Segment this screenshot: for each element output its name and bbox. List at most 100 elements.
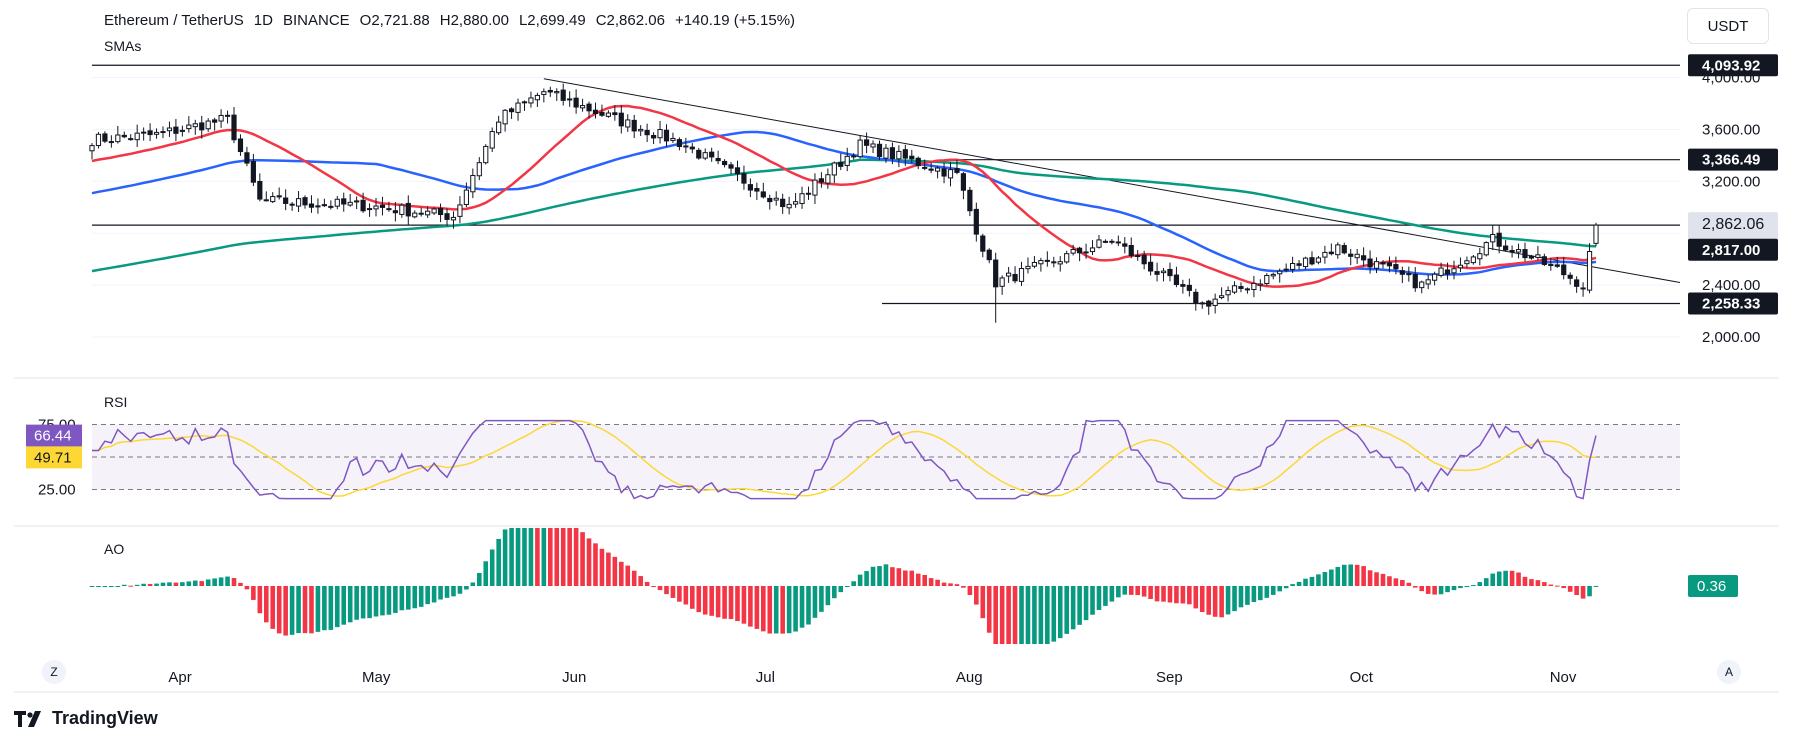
candle: [257, 173, 263, 202]
candle: [902, 144, 908, 166]
interval-label[interactable]: 1D: [253, 12, 273, 29]
candle: [1277, 268, 1283, 283]
candle-body-down: [257, 180, 263, 200]
ao-bar: [1290, 584, 1295, 586]
ao-bar: [1387, 576, 1392, 586]
candle-body-down: [922, 166, 928, 169]
rsi-title[interactable]: RSI: [104, 394, 128, 410]
candle: [1528, 254, 1535, 260]
candle-body-up: [1089, 247, 1096, 253]
candle-body-down: [1509, 249, 1515, 253]
candle: [915, 156, 921, 170]
candle: [283, 189, 289, 211]
symbol-name[interactable]: Ethereum / TetherUS: [104, 12, 244, 29]
ao-bar: [528, 528, 534, 586]
candle: [657, 120, 663, 144]
candle-body-up: [554, 91, 560, 94]
candle: [1160, 267, 1167, 282]
rsi-value-tag-bg: [26, 424, 82, 447]
candle: [237, 134, 244, 156]
candle: [1425, 274, 1431, 290]
ao-bar: [483, 561, 489, 586]
ao-bar: [1432, 586, 1437, 595]
candle-body-up: [1477, 253, 1483, 260]
candle: [1264, 273, 1270, 286]
candle: [521, 100, 528, 111]
ao-bar: [1109, 586, 1115, 602]
ao-bar: [715, 586, 721, 618]
ao-title[interactable]: AO: [104, 541, 125, 557]
candle-body-up: [1096, 239, 1102, 248]
ao-bar: [999, 586, 1005, 644]
time-axis-label: Aug: [956, 669, 983, 686]
candle-body-down: [1554, 264, 1560, 267]
candle: [141, 127, 147, 141]
candle: [1283, 263, 1289, 273]
candle-body-down: [941, 168, 947, 177]
candle: [1044, 251, 1050, 267]
ao-bar: [954, 584, 960, 586]
ao-bar: [612, 556, 618, 586]
candle: [857, 135, 863, 159]
candle: [773, 191, 779, 206]
ao-bar: [1096, 586, 1102, 610]
candle-body-down: [102, 133, 108, 142]
candle: [863, 132, 870, 154]
ao-bar: [1348, 564, 1354, 586]
ao-bar: [974, 586, 979, 605]
candle: [1451, 260, 1457, 280]
ao-bar: [283, 586, 288, 636]
candle: [315, 198, 321, 214]
ao-bar: [593, 543, 598, 586]
candle: [483, 144, 489, 165]
candle: [644, 123, 650, 143]
tradingview-logo[interactable]: TradingView: [14, 708, 158, 729]
candle: [1212, 293, 1218, 314]
candle-body-up: [1302, 257, 1309, 268]
ao-bar: [657, 586, 663, 591]
ao-bar: [1535, 580, 1541, 586]
candle: [534, 92, 540, 107]
ao-bar: [192, 580, 198, 586]
candle: [993, 252, 999, 323]
candle: [567, 91, 573, 107]
time-axis-label: Jun: [562, 669, 586, 686]
candle-body-down: [1077, 247, 1083, 254]
ao-bar: [1038, 586, 1044, 644]
ao-bar: [1548, 584, 1554, 586]
zoom-button[interactable]: Z: [42, 660, 66, 684]
candle-body-up: [347, 201, 353, 206]
auto-scale-button[interactable]: A: [1717, 660, 1741, 684]
candle: [244, 146, 250, 167]
candle: [418, 207, 424, 217]
candle-body-up: [502, 109, 508, 125]
ao-bar: [431, 586, 437, 603]
candle-body-up: [773, 197, 779, 201]
ao-bar: [619, 561, 624, 586]
candle: [102, 131, 108, 144]
candle-body-down: [1528, 255, 1535, 259]
ao-bar: [1019, 586, 1024, 644]
candle: [792, 192, 799, 208]
ao-bar: [670, 586, 676, 598]
candle: [250, 153, 256, 187]
candle: [1373, 257, 1380, 274]
candle: [1154, 262, 1160, 282]
ao-bar: [289, 586, 295, 635]
ao-bar: [341, 586, 347, 625]
ao-bar: [599, 548, 605, 586]
currency-button[interactable]: USDT: [1687, 8, 1769, 44]
ao-bar: [1393, 578, 1399, 586]
candle-body-down: [993, 259, 999, 288]
ao-bar: [360, 586, 366, 619]
ao-bar: [1135, 586, 1140, 596]
candle: [295, 191, 302, 212]
candle: [1490, 225, 1496, 251]
candle-body-down: [567, 98, 573, 101]
indicator-label[interactable]: SMAs: [104, 38, 142, 54]
candle-body-up: [366, 208, 373, 211]
candle: [399, 203, 405, 218]
high-value: H2,880.00: [439, 12, 509, 29]
candle: [670, 132, 676, 143]
